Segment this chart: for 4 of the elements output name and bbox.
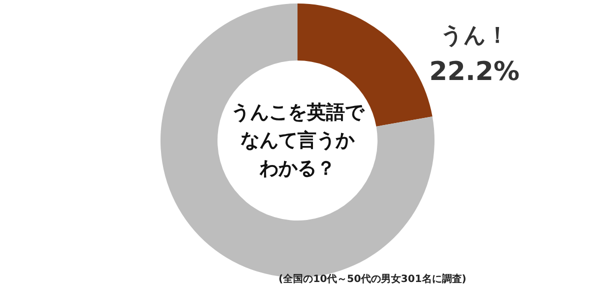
data-label: 22.2%	[429, 57, 520, 87]
text: うんこを英語でなんて言うかわかる？	[231, 102, 365, 180]
text: (全国の10代～50代の男女301名に調査)	[278, 273, 466, 285]
slice-label: うん！	[440, 24, 508, 48]
